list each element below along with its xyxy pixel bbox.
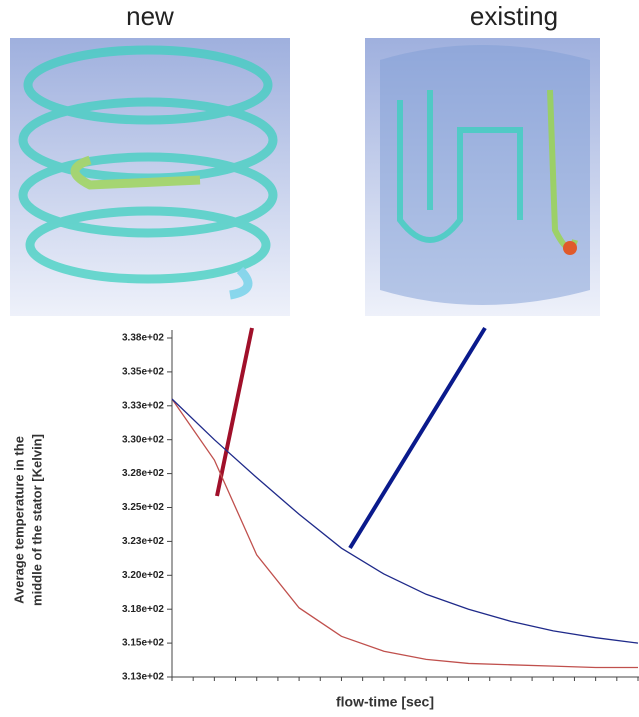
pointer bbox=[350, 328, 485, 548]
render-existing bbox=[365, 38, 600, 316]
y-tick-label: 3.20e+02 bbox=[122, 570, 164, 581]
y-tick-label: 3.13e+02 bbox=[122, 672, 164, 683]
render-new bbox=[10, 38, 290, 316]
y-axis-label: middle of the stator [Kelvin] bbox=[29, 434, 44, 606]
y-tick-label: 3.25e+02 bbox=[122, 502, 164, 513]
y-tick-label: 3.38e+02 bbox=[122, 333, 164, 344]
y-tick-label: 3.28e+02 bbox=[122, 468, 164, 479]
page: new existing Average temperature in the … bbox=[0, 0, 639, 717]
series-line bbox=[172, 399, 638, 667]
y-tick-label: 3.30e+02 bbox=[122, 434, 164, 445]
y-axis-label: Average temperature in the bbox=[11, 436, 26, 604]
y-tick-label: 3.23e+02 bbox=[122, 536, 164, 547]
y-tick-label: 3.18e+02 bbox=[122, 604, 164, 615]
pointer bbox=[217, 328, 252, 496]
panel-label: new bbox=[126, 1, 174, 31]
y-tick-label: 3.15e+02 bbox=[122, 638, 164, 649]
y-tick-label: 3.35e+02 bbox=[122, 367, 164, 378]
x-axis-label: flow-time [sec] bbox=[336, 694, 434, 710]
y-tick-label: 3.33e+02 bbox=[122, 400, 164, 411]
panel-label: existing bbox=[470, 1, 558, 31]
